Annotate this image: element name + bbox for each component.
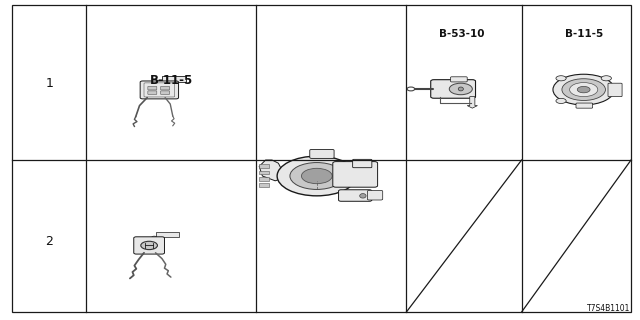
Circle shape xyxy=(562,79,605,100)
FancyBboxPatch shape xyxy=(451,77,467,82)
FancyBboxPatch shape xyxy=(431,80,476,98)
Ellipse shape xyxy=(458,87,463,91)
FancyArrow shape xyxy=(467,97,477,108)
Circle shape xyxy=(141,241,157,250)
Circle shape xyxy=(301,168,332,184)
Text: 1: 1 xyxy=(45,77,53,90)
Circle shape xyxy=(553,74,614,105)
FancyBboxPatch shape xyxy=(162,76,186,82)
Circle shape xyxy=(577,86,590,93)
FancyBboxPatch shape xyxy=(339,190,372,201)
Polygon shape xyxy=(259,160,285,181)
Circle shape xyxy=(556,98,566,103)
Circle shape xyxy=(556,76,566,81)
Circle shape xyxy=(570,83,598,97)
FancyBboxPatch shape xyxy=(148,86,157,90)
Circle shape xyxy=(290,163,344,189)
FancyBboxPatch shape xyxy=(353,159,372,168)
FancyBboxPatch shape xyxy=(156,232,179,237)
Text: B-11-5: B-11-5 xyxy=(564,28,603,39)
Bar xyxy=(259,171,269,174)
FancyBboxPatch shape xyxy=(161,86,170,90)
FancyBboxPatch shape xyxy=(576,103,593,108)
FancyBboxPatch shape xyxy=(333,162,378,187)
Text: T7S4B1101: T7S4B1101 xyxy=(587,304,630,313)
Circle shape xyxy=(449,83,472,95)
Bar xyxy=(259,177,269,181)
FancyBboxPatch shape xyxy=(134,237,164,254)
FancyBboxPatch shape xyxy=(140,81,179,99)
FancyBboxPatch shape xyxy=(161,91,170,94)
Text: B-11-5: B-11-5 xyxy=(150,74,193,86)
FancyBboxPatch shape xyxy=(310,149,334,158)
Text: 2: 2 xyxy=(45,235,53,248)
FancyBboxPatch shape xyxy=(148,91,157,94)
Circle shape xyxy=(277,156,356,196)
Bar xyxy=(259,164,269,168)
Circle shape xyxy=(601,76,611,81)
Ellipse shape xyxy=(360,194,366,198)
Bar xyxy=(259,183,269,187)
FancyBboxPatch shape xyxy=(608,83,622,97)
Text: B-53-10: B-53-10 xyxy=(439,28,485,39)
FancyBboxPatch shape xyxy=(367,190,383,200)
